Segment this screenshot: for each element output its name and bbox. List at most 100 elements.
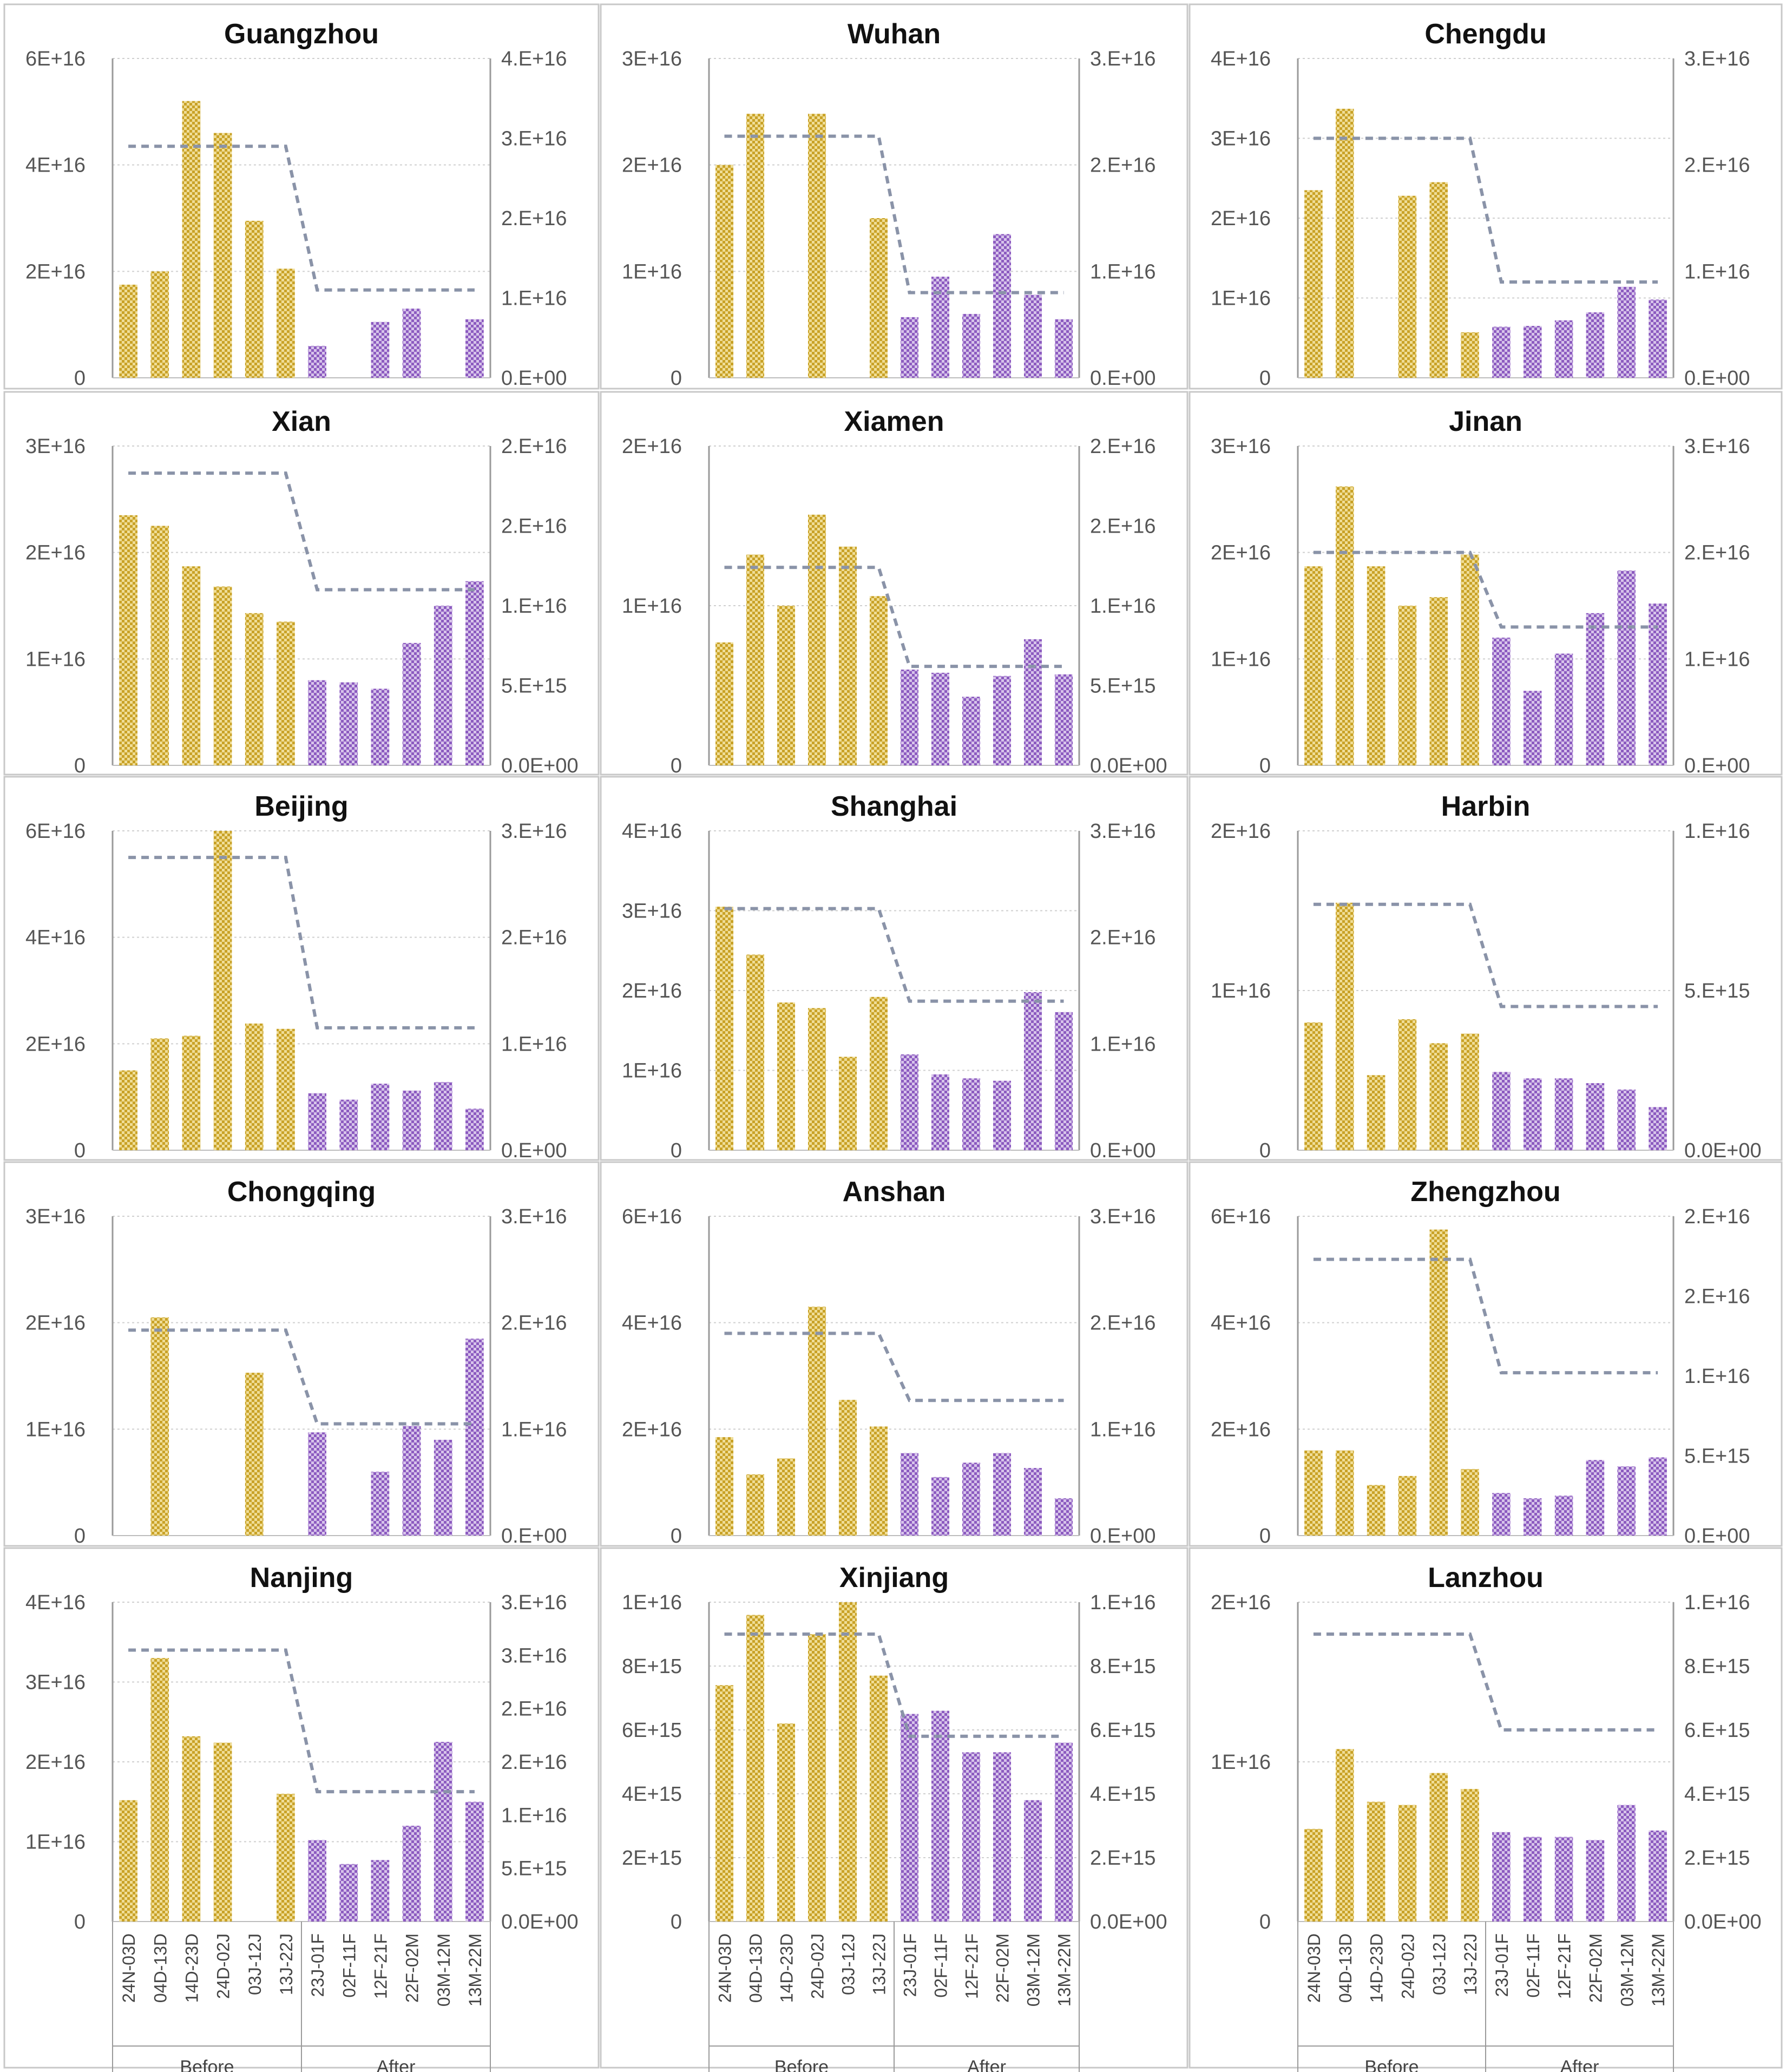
bar-14d-23d	[182, 101, 201, 378]
x-tick-label: 24D-02J	[214, 1933, 233, 1999]
bar-02f-11f	[339, 1864, 358, 1922]
bar-22f-02m	[993, 676, 1012, 765]
x-tick-label: 24N-03D	[119, 1933, 139, 2003]
panel-border	[1189, 391, 1783, 776]
y-tick-label: 2E+16	[1211, 542, 1271, 565]
x-tick-label: 24D-02J	[808, 1933, 828, 1999]
bar-12f-21f	[962, 314, 981, 378]
bar-03j-12j	[245, 1023, 264, 1150]
x-tick-label: 02F-11F	[1524, 1933, 1543, 1998]
y2-tick-label: 1.E+16	[501, 1418, 567, 1441]
panel-border	[600, 3, 1189, 390]
bar-24d-02j	[213, 586, 232, 765]
y2-tick-label: 2.E+16	[1090, 927, 1156, 949]
x-tick-label: 14D-23D	[182, 1933, 201, 2003]
y-tick-label: 1E+16	[25, 648, 86, 671]
panel-border	[1189, 1161, 1783, 1547]
y-tick-label: 6E+16	[25, 820, 86, 843]
bar-24n-03d	[715, 165, 734, 378]
y2-tick-label: 3.E+16	[501, 1644, 567, 1667]
bar-04d-13d	[746, 1474, 765, 1536]
bar-22f-02m	[1586, 312, 1605, 378]
y-tick-label: 2E+16	[1211, 207, 1271, 230]
x-tick-label: 23J-01F	[901, 1933, 920, 1997]
y2-tick-label: 2.E+16	[1090, 1312, 1156, 1335]
chart-panel-anshan: Anshan 0 2E+16 4E+16 6E+16 0.E+00 1.E+16 2.E+16…	[600, 1161, 1189, 1548]
chart-title: Nanjing	[250, 1562, 353, 1594]
x-tick-label: 03J-12J	[839, 1933, 858, 1995]
bar-14d-23d	[1367, 566, 1386, 765]
bar-14d-23d	[777, 1723, 796, 1922]
chart-panel-jinan: Jinan 0 1E+16 2E+16 3E+16 0.E+00 1.E+16 2.E+16 3…	[1189, 391, 1783, 777]
y2-tick-label: 1.E+16	[1090, 260, 1156, 283]
bar-12f-21f	[1554, 653, 1573, 765]
y2-tick-label: 2.E+16	[1090, 154, 1156, 177]
bar-13j-22j	[869, 218, 888, 378]
bar-14d-23d	[1367, 1801, 1386, 1922]
bar-23j-01f	[308, 1840, 326, 1922]
bar-13m-22m	[1649, 299, 1667, 378]
y-tick-label: 0	[74, 1139, 86, 1162]
bar-23j-01f	[1492, 638, 1511, 765]
y2-tick-label: 1.E+16	[1684, 1591, 1750, 1614]
bar-02f-11f	[1523, 691, 1542, 765]
y2-tick-label: 2.E+16	[1684, 1205, 1750, 1228]
y2-tick-label: 3.E+16	[501, 1205, 567, 1228]
bar-13m-22m	[1649, 1830, 1667, 1922]
chart-panel-chengdu: Chengdu 0 1E+16 2E+16 3E+16 4E+16 0.E+00 1.E+16…	[1189, 3, 1783, 390]
chart-title: Xiamen	[844, 406, 944, 437]
y2-tick-label: 3.E+16	[501, 128, 567, 150]
bar-22f-02m	[402, 642, 421, 765]
bar-22f-02m	[402, 1826, 421, 1922]
chart-panel-xiamen: Xiamen 0 1E+16 2E+16 0.0E+00 5.E+15 1.E+16 2.E+…	[600, 391, 1189, 777]
y-tick-label: 2E+16	[622, 980, 682, 1002]
y-tick-label: 0	[1259, 367, 1271, 390]
y-tick-label: 3E+16	[25, 1671, 86, 1694]
y2-tick-label: 1.E+16	[1090, 595, 1156, 618]
bar-23j-01f	[900, 317, 919, 378]
group-label-after: After	[377, 2057, 416, 2072]
y2-tick-label: 2.E+16	[501, 1312, 567, 1335]
chart-title: Beijing	[254, 791, 348, 822]
y-tick-label: 2E+15	[622, 1847, 682, 1870]
average-step-line	[128, 1328, 475, 1426]
bar-13m-22m	[1054, 1012, 1073, 1150]
average-step-line	[1313, 1257, 1658, 1375]
bar-12f-21f	[1554, 1837, 1573, 1922]
bar-03m-12m	[1023, 639, 1042, 765]
bar-04d-13d	[150, 526, 169, 765]
y2-tick-label: 0.0E+00	[1684, 1139, 1762, 1162]
bar-03m-12m	[1023, 1800, 1042, 1922]
chart-title: Jinan	[1449, 406, 1522, 437]
y2-tick-label: 0.E+00	[1090, 1525, 1156, 1548]
panel-border	[3, 391, 600, 776]
x-tick-label: 13J-22J	[1461, 1933, 1480, 1995]
y2-tick-label: 5.E+15	[501, 1858, 567, 1880]
bar-13m-22m	[465, 319, 484, 378]
bar-13m-22m	[465, 1339, 484, 1536]
y2-tick-label: 2.E+15	[1090, 1847, 1156, 1870]
group-label-before: Before	[180, 2057, 234, 2072]
bar-24d-02j	[1398, 195, 1417, 378]
y2-tick-label: 0.0E+00	[1090, 1911, 1167, 1933]
chart-panel-xian: Xian 0 1E+16 2E+16 3E+16 0.0E+00 5.E+15 1.E+16 2…	[3, 391, 600, 777]
bar-04d-13d	[150, 1317, 169, 1536]
bar-24n-03d	[715, 642, 734, 765]
x-tick-label: 03J-12J	[1429, 1933, 1449, 1995]
bar-13m-22m	[465, 1109, 484, 1150]
bar-24d-02j	[1398, 1019, 1417, 1150]
bar-24d-02j	[213, 1742, 232, 1922]
average-step-line	[1313, 136, 1658, 284]
bar-13j-22j	[1461, 1789, 1479, 1922]
bar-03m-12m	[1617, 571, 1636, 765]
x-tick-label: 12F-21F	[1555, 1933, 1574, 1999]
bar-03m-12m	[434, 1742, 452, 1922]
group-label-before: Before	[774, 2057, 829, 2072]
y-tick-label: 3E+16	[622, 900, 682, 923]
x-tick-label: 04D-13D	[746, 1933, 766, 2003]
bar-03j-12j	[1429, 597, 1448, 765]
bar-22f-02m	[402, 1426, 421, 1536]
y-tick-label: 3E+16	[1211, 128, 1271, 150]
y-tick-label: 2E+16	[1211, 1418, 1271, 1441]
y-tick-label: 0	[74, 1525, 86, 1548]
